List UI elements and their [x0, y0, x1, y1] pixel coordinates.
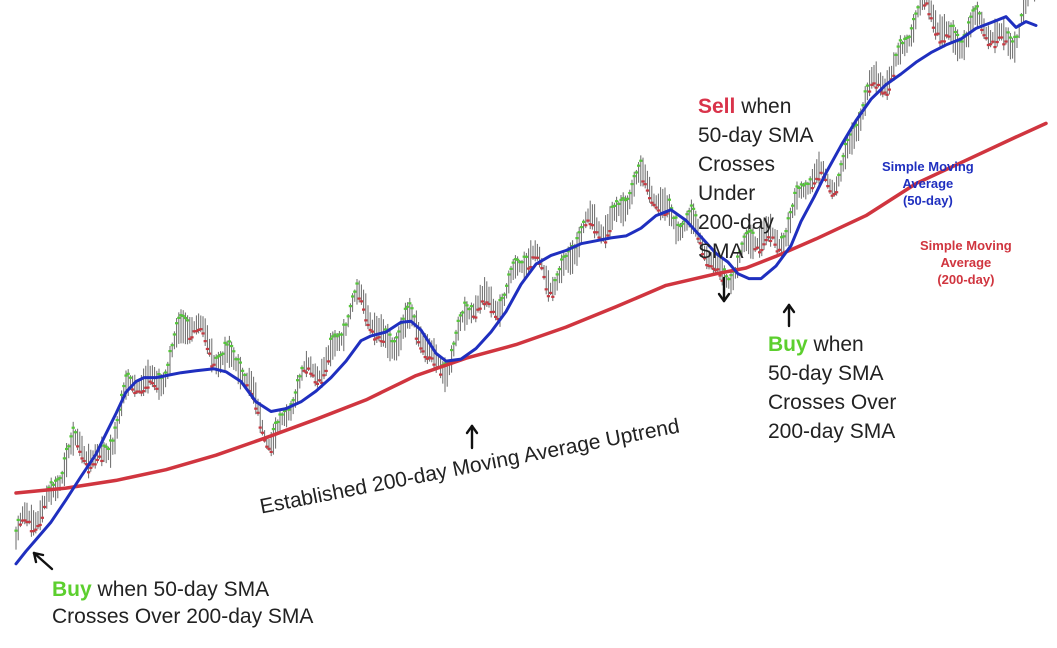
buy-annotation-1-text: when 50-day SMA: [91, 578, 270, 601]
sell-arrow-icon: [717, 276, 731, 303]
sma-200-line: [14, 121, 1048, 495]
buy-keyword: Buy: [52, 578, 92, 601]
buy-annotation-2: Buy when 50-day SMA Crosses Over 200-day…: [768, 330, 896, 446]
legend-sma-50-line2: Average: [902, 176, 954, 191]
buy-annotation-2-line4: 200-day SMA: [768, 420, 896, 443]
buy-annotation-2-text: when: [807, 333, 864, 356]
legend-sma-50: Simple Moving Average (50-day): [882, 158, 974, 209]
sell-annotation-line3: Crosses: [698, 153, 776, 176]
sma-50-line: [14, 15, 1038, 566]
legend-sma-200-line2: Average: [940, 255, 992, 270]
buy-arrow-2-icon: [782, 303, 796, 328]
sell-annotation-line1: Sell when: [698, 92, 814, 121]
buy-annotation-2-line2: 50-day SMA: [768, 362, 884, 385]
buy-annotation-1-line1: Buy when 50-day SMA: [52, 576, 313, 603]
buy-arrow-1-icon: [32, 551, 54, 571]
sell-annotation-line2: 50-day SMA: [698, 124, 814, 147]
legend-sma-50-line3: (50-day): [902, 193, 953, 208]
legend-sma-200-line3: (200-day): [937, 272, 995, 287]
buy-annotation-2-line1: Buy when: [768, 330, 896, 359]
buy-annotation-1: Buy when 50-day SMA Crosses Over 200-day…: [52, 576, 313, 630]
sell-annotation: Sell when 50-day SMA Crosses Under 200-d…: [698, 92, 814, 266]
legend-sma-200-line1: Simple Moving: [920, 238, 1012, 253]
price-bars: [14, 0, 1036, 550]
sell-annotation-line5: 200-day: [698, 211, 774, 234]
buy-annotation-2-line3: Crosses Over: [768, 391, 897, 414]
pointer-arrows: [32, 276, 796, 571]
uptrend-arrow-icon: [465, 424, 479, 450]
legend-sma-200: Simple Moving Average (200-day): [920, 237, 1012, 288]
buy-keyword-2: Buy: [768, 333, 808, 356]
sell-annotation-text: when: [735, 95, 792, 118]
sell-annotation-line6: SMA: [698, 240, 744, 263]
sell-keyword: Sell: [698, 95, 736, 118]
sell-annotation-line4: Under: [698, 182, 756, 205]
legend-sma-50-line1: Simple Moving: [882, 159, 974, 174]
buy-annotation-1-line2: Crosses Over 200-day SMA: [52, 605, 314, 628]
